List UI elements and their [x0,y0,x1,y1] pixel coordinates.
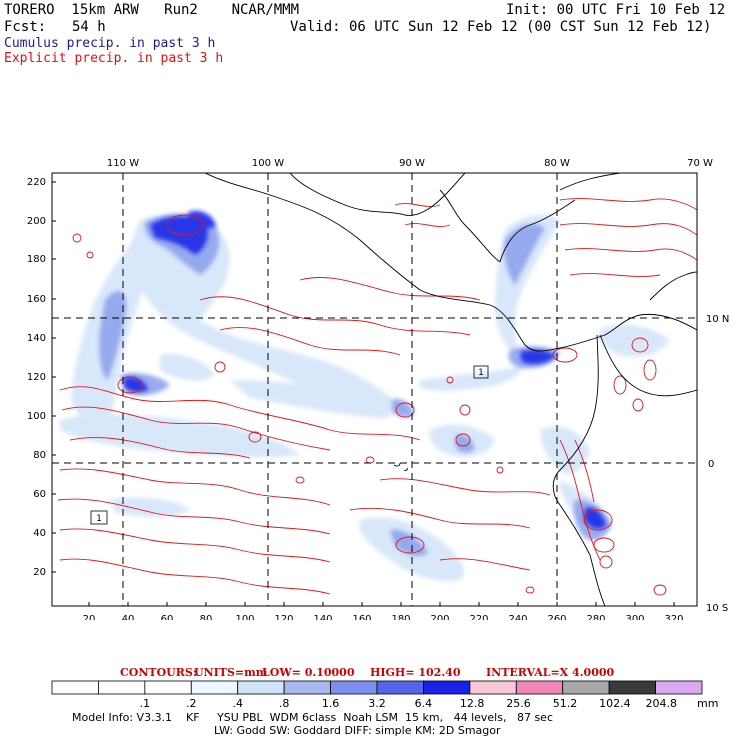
colorbar-label: 12.8 [459,697,485,710]
contours-high: HIGH= 102.40 [370,666,461,679]
coastlines [204,173,697,606]
x-tick: 60 [161,614,174,620]
colorbar-label: .2 [186,697,197,710]
x-tick: 160 [352,614,371,620]
colorbar-swatch [469,680,517,695]
colorbar-swatch [655,680,703,695]
colorbar-swatch [423,680,471,695]
precip-map: 110 W 100 W 90 W 80 W 70 W [0,150,740,625]
colorbar-swatch [98,680,146,695]
colorbar-label: 3.2 [368,697,386,710]
model-info: Model Info: V3.3.1 KF YSU PBL WDM 6class… [72,711,553,724]
y-axis-labels: 220 200 180 160 140 120 100 80 60 40 20 [27,177,46,578]
colorbar-swatch [283,680,331,695]
colorbar-label: .4 [232,697,243,710]
colorbar [51,680,703,695]
lat-label-10n: 10 N [706,314,729,325]
graticule [52,173,697,606]
x-tick: 200 [430,614,449,620]
colorbar-label: 51.2 [552,697,578,710]
x-tick: 320 [664,614,683,620]
x-tick: 180 [391,614,410,620]
colorbar-label: 6.4 [414,697,433,710]
y-tick: 80 [33,450,46,461]
x-axis-labels: 20 40 60 80 100 120 140 160 180 200 220 … [83,614,684,625]
y-tick: 60 [33,489,46,500]
lat-label-0: 0 [708,459,714,470]
forecast-label: Fcst: [4,19,47,35]
map-field: 1 1 [52,173,697,606]
y-tick: 120 [27,372,46,383]
x-tick: 300 [625,614,644,620]
colorbar-swatch [376,680,424,695]
y-tick: 220 [27,177,46,188]
colorbar-swatch [515,680,564,695]
physics-info: LW: Godd SW: Goddard DIFF: simple KM: 2D… [214,724,501,737]
lon-label-80w: 80 W [544,158,570,169]
forecast-hours: 54 h [72,19,106,35]
lon-label-90w: 90 W [399,158,425,169]
colorbar-label: .8 [278,697,290,710]
contours-low: LOW= 0.10000 [262,666,355,679]
lon-label-70w: 70 W [687,158,713,169]
y-tick: 100 [27,411,46,422]
colorbar-swatch [190,680,239,695]
x-tick: 260 [547,614,566,620]
colorbar-label: 102.4 [599,697,631,710]
colorbar-swatch [237,680,285,695]
colorbar-label: 25.6 [506,697,531,710]
y-tick: 40 [33,528,46,539]
y-tick: 20 [33,567,46,578]
x-tick: 80 [200,614,213,620]
y-tick: 200 [27,216,46,227]
map-frame [51,172,698,607]
x-tick: 20 [83,614,96,620]
x-tick: 220 [469,614,488,620]
box-label-left: 1 [96,514,102,524]
colorbar-swatch [562,680,610,695]
colorbar-label: .1 [139,697,151,710]
box-label-right: 1 [478,368,484,378]
x-tick: 240 [508,614,527,620]
colorbar-swatch [608,680,656,695]
colorbar-label: 204.8 [645,697,678,710]
contours-units: UNITS=mm [194,666,268,679]
lon-label-100w: 100 W [252,158,284,169]
colorbar-unit: mm [697,697,719,710]
cumulus-heavy-areas [124,210,606,529]
valid-time: Valid: 06 UTC Sun 12 Feb 12 (00 CST Sun … [290,19,712,35]
y-tick: 180 [27,254,46,265]
legend-explicit: Explicit precip. in past 3 h [4,51,224,66]
y-tick: 160 [27,294,46,305]
init-time: Init: 00 UTC Fri 10 Feb 12 [506,2,726,18]
contours-interval: INTERVAL=X 4.0000 [486,666,615,679]
colorbar-swatch [51,680,99,695]
colorbar-swatch [144,680,192,695]
x-tick: 140 [313,614,332,620]
lon-label-110w: 110 W [107,158,139,169]
contours-label: CONTOURS: [120,666,197,679]
explicit-precip-contours [57,198,697,596]
lat-label-10s: 10 S [706,603,728,614]
legend-cumulus: Cumulus precip. in past 3 h [4,36,216,51]
colorbar-label: 1.6 [321,697,340,710]
colorbar-swatch [330,680,378,695]
x-tick: 100 [235,614,254,620]
y-tick: 140 [27,333,46,344]
x-tick: 40 [122,614,135,620]
model-title: TORERO 15km ARW Run2 NCAR/MMM [4,2,300,18]
x-tick: 120 [274,614,293,620]
x-tick: 280 [586,614,605,620]
